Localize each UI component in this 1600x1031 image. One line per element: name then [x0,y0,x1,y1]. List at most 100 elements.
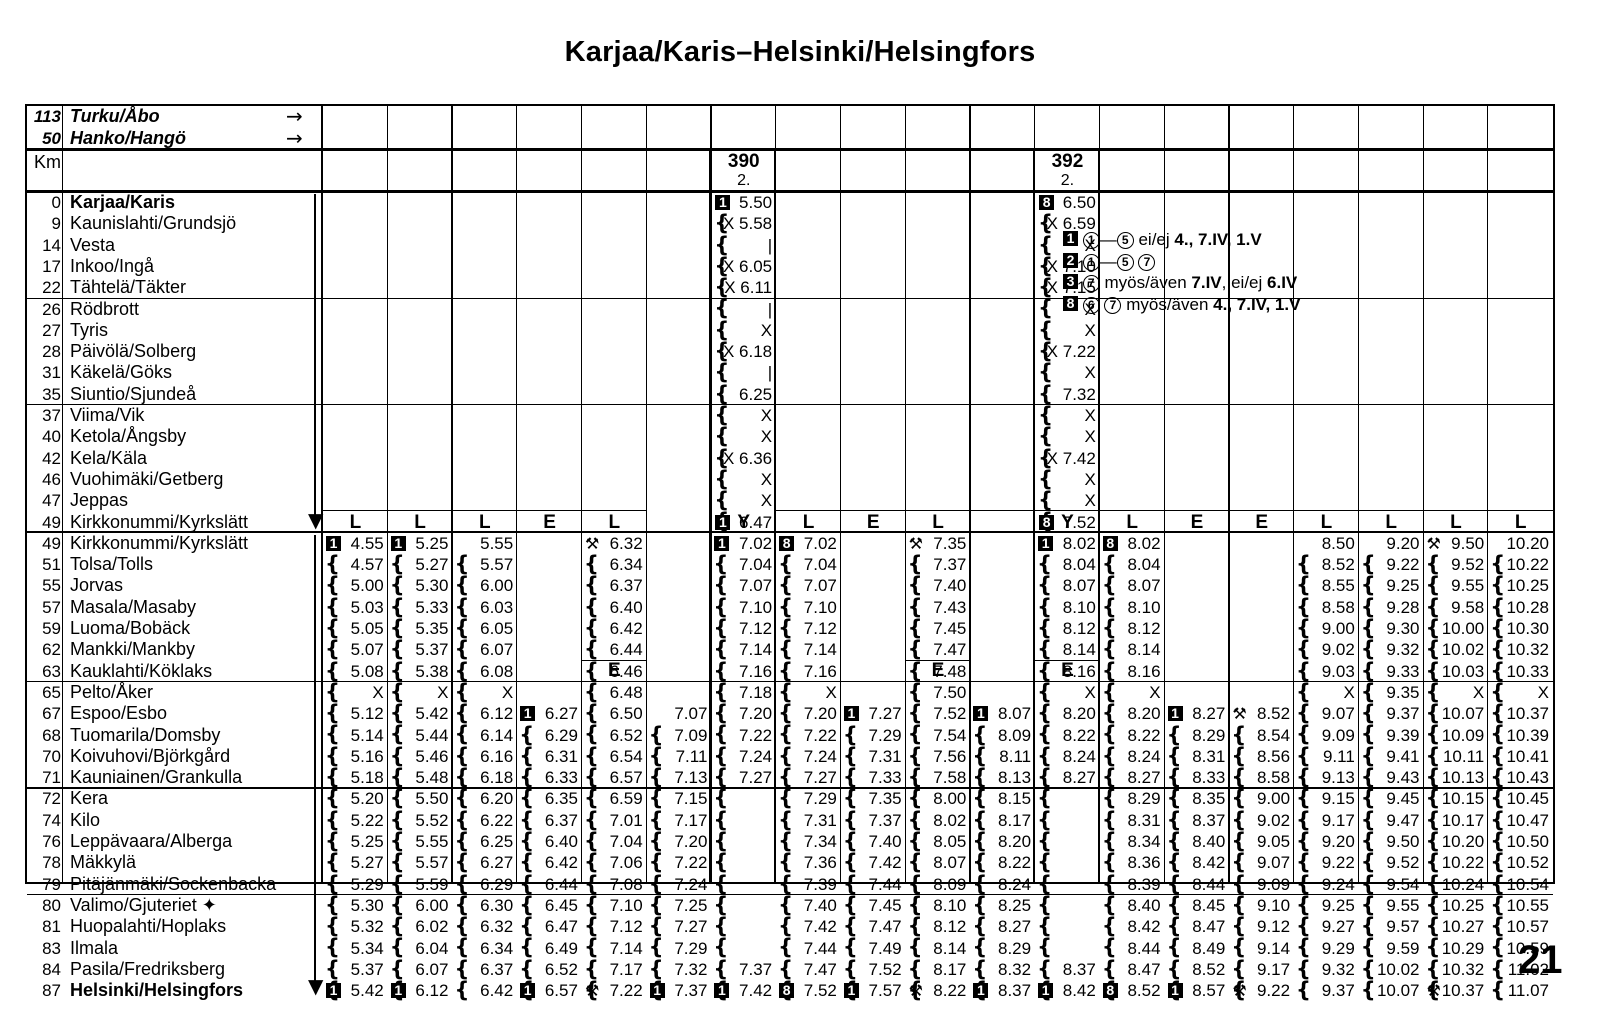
c7-time: 7.27 [711,767,778,788]
c5-time: 6.57 [582,767,649,788]
time-value: 7.52 [868,959,902,979]
c1-time: 5.18 [323,767,390,788]
grid-line-v [580,150,583,882]
time-value: 7.47 [803,959,837,979]
time-value: 8.29 [1127,789,1161,809]
time-value: 9.24 [1321,874,1355,894]
time-value: 9.30 [1386,619,1420,638]
c9-time: 7.37 [841,810,908,831]
time-value: 5.30 [415,576,449,596]
time-value: 9.17 [1321,810,1355,830]
connections-band: 113 Turku/Åbo → 50 Hanko/Hangö → [27,104,1553,150]
c18-time: ⚒ 9.50 [1424,533,1491,554]
station-name: Koivuhovi/Björkgård [70,745,231,766]
time-value: 4.57 [350,555,384,575]
time-value: 8.32 [998,959,1032,979]
station-km: 81 [42,917,61,937]
time-value: 5.05 [350,619,384,638]
station-km: 40 [42,427,61,447]
station-km: 63 [42,661,61,681]
grid-line-v [839,150,842,882]
c3-time: 6.14 [452,725,519,746]
legend-text: myös/även [1126,294,1214,314]
time-value: 6.25 [480,832,514,851]
time-value: 5.00 [350,576,384,596]
time-value: 9.00 [1321,619,1355,638]
c16-time: 9.24 [1294,874,1361,895]
c19-time: 10.37 [1488,703,1555,724]
day-badge: 1 [714,983,730,999]
legend-dates: 4., 7.IV, 1.V [1213,294,1301,314]
time-value: 5.32 [350,917,384,937]
time-value: 7.24 [674,874,708,894]
route-arrow-down-icon: ▼ [308,974,324,999]
route-line-lower [314,534,316,988]
time-value: 5.34 [350,938,384,958]
c8-time: 7.42 [776,916,843,937]
c19-time: 10.30 [1488,618,1555,639]
train-class-letter: L [1320,511,1333,533]
grid-line-v [1097,150,1101,882]
c13-time: 8.14 [1100,639,1167,660]
day-badge: 1 [973,983,989,999]
time-value: 7.27 [803,768,837,788]
time-value: 7.35 [933,533,967,553]
c17-time: 9.37 [1359,703,1426,724]
time-value: 7.10 [609,895,643,915]
time-value: 7.08 [609,874,643,894]
legend-row: 8 6 7 myös/även 4., 7.IV, 1.V [1063,294,1300,316]
c6-time: 7.29 [647,938,714,959]
time-value: 9.57 [1386,917,1420,937]
time-value: X [1084,363,1096,383]
time-value: 8.10 [1062,597,1096,617]
c6-time: 7.11 [647,746,714,767]
works-icon: ⚒ [908,981,923,1001]
train-390-time: | [711,299,778,320]
c4-time: 6.42 [517,852,584,873]
c10-time: 8.02 [906,810,973,831]
grid-line-h [27,787,1553,789]
time-value: 8.04 [1062,555,1096,575]
c8-time: 7.22 [776,725,843,746]
time-value: 8.22 [1127,725,1161,745]
time-value: 6.32 [480,917,514,937]
works-icon: ⚒ [1426,533,1441,553]
time-value: 5.27 [415,555,449,575]
time-value: 7.52 [1062,512,1096,532]
c8-time: 7.27 [776,767,843,788]
c8-time: 7.20 [776,703,843,724]
grid-line-h [1099,509,1553,511]
c8-continuation: {{{{{{{{{{{{{{{{{{{{{ [778,554,793,1001]
c3-time: 6.25 [452,831,519,852]
time-value: X 5.58 [722,214,773,234]
time-value: 6.37 [609,576,643,596]
c13-time: 8.29 [1100,788,1167,809]
time-value: 8.17 [998,810,1032,830]
time-value: 10.07 [1376,981,1420,1001]
time-value: 10.02 [1441,640,1485,660]
time-value: 7.27 [868,704,902,724]
time-value: 8.07 [933,853,967,873]
c2-time: 5.59 [388,874,455,895]
c16-time: 9.03 [1294,661,1361,682]
c18-time: 10.29 [1424,938,1491,959]
c3-time: X [452,682,519,703]
c13-time: 8.24 [1100,746,1167,767]
c18-time: 9.55 [1424,575,1491,596]
station-name: Ilmala [70,937,119,958]
c19-time: 10.43 [1488,767,1555,788]
grid-line-v [969,150,971,882]
time-value: 7.12 [739,619,773,638]
time-value: 7.14 [739,640,773,660]
c18-time: 10.20 [1424,831,1491,852]
c11-time: 8.15 [970,788,1037,809]
weekday-circle: 7 [1104,296,1122,314]
time-value: 10.00 [1441,619,1485,638]
connection-km: 113 [33,107,61,126]
c7-time: 7.16 [711,661,778,682]
c2-time: 6.00 [388,895,455,916]
c11-time: 8.20 [970,831,1037,852]
time-value: 9.00 [1256,789,1291,809]
time-value: 6.57 [609,768,643,788]
legend-row: 1 1—5 ei/ej 4., 7.IV, 1.V [1063,229,1300,251]
